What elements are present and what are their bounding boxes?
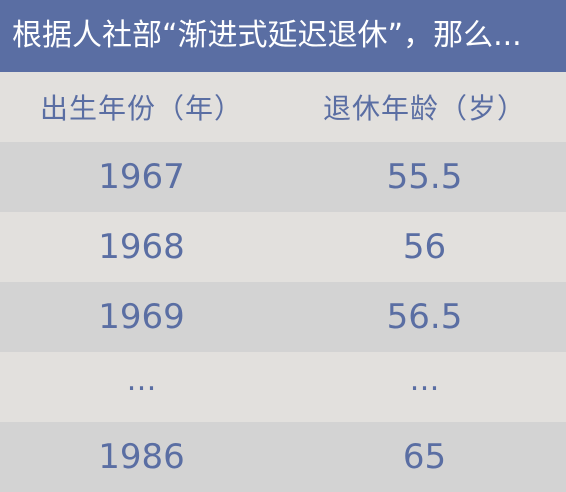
retirement-age-cell: 56 (402, 227, 447, 267)
title-bar: 根据人社部“渐进式延迟退休”，那么... (0, 0, 566, 72)
retirement-age-cell: 65 (402, 437, 447, 477)
retirement-table: 出生年份（年） 退休年龄（岁） 1967 55.5 1968 56 1969 5… (0, 72, 566, 492)
page-title: 根据人社部“渐进式延迟退休”，那么... (12, 18, 522, 53)
table-header-row: 出生年份（年） 退休年龄（岁） (0, 72, 566, 142)
header-birth-year: 出生年份（年） (39, 92, 243, 125)
birth-year-cell: 1986 (98, 437, 185, 477)
retirement-age-cell: … (409, 363, 440, 398)
table-row: 1968 56 (0, 212, 566, 282)
header-retirement-age: 退休年龄（岁） (322, 92, 526, 125)
birth-year-cell: 1969 (98, 297, 185, 337)
table-row: 1986 65 (0, 422, 566, 492)
retirement-age-cell: 56.5 (386, 297, 463, 337)
birth-year-cell: 1967 (98, 157, 185, 197)
table-row: 1967 55.5 (0, 142, 566, 212)
table-row-ellipsis: … … (0, 352, 566, 422)
birth-year-cell: 1968 (98, 227, 185, 267)
retirement-age-cell: 55.5 (386, 157, 463, 197)
table-row: 1969 56.5 (0, 282, 566, 352)
birth-year-cell: … (126, 363, 157, 398)
